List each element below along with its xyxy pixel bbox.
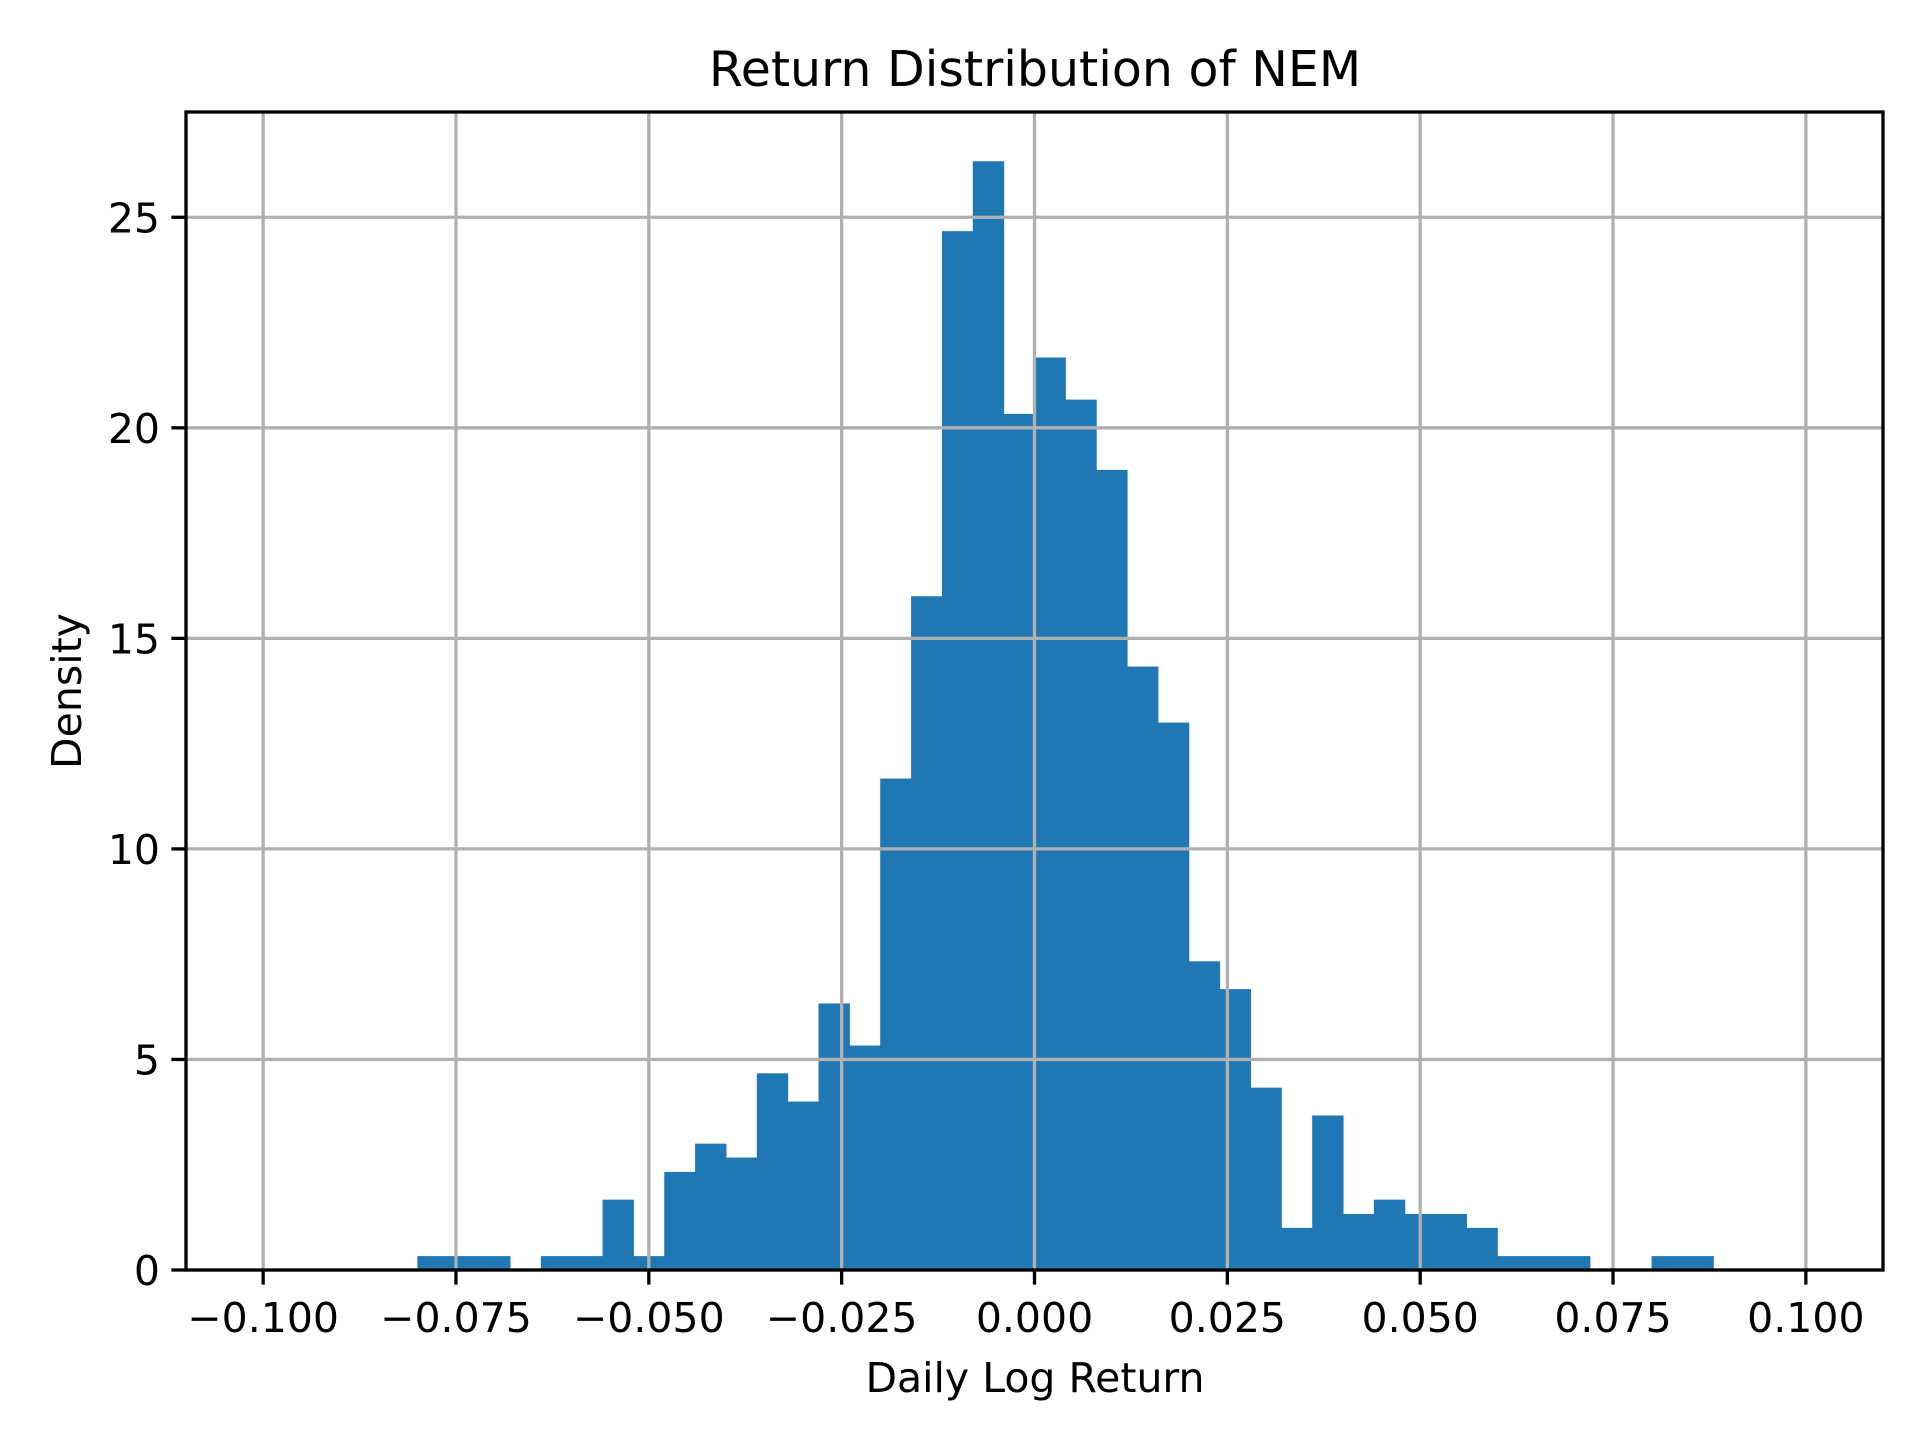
histogram-bar (695, 1143, 727, 1270)
histogram-bar (571, 1256, 604, 1270)
x-tick-label: 0.025 (1169, 1294, 1286, 1342)
y-tick-label: 25 (108, 194, 160, 242)
x-axis-label: Daily Log Return (865, 1354, 1204, 1402)
histogram-bar (417, 1256, 449, 1270)
histogram-bar (725, 1157, 758, 1270)
y-tick-label: 5 (134, 1036, 160, 1084)
bars (417, 161, 1714, 1271)
histogram-bar (1528, 1256, 1560, 1270)
histogram-bar (1373, 1199, 1406, 1270)
x-tick-label: 0.100 (1747, 1294, 1864, 1342)
histogram-bar (1003, 413, 1035, 1270)
y-tick-label: 15 (108, 615, 160, 663)
x-axis-ticks: −0.100 −0.075 −0.050 −0.025 0.000 0.025 0.050 0… (187, 1270, 1865, 1342)
histogram-bar (818, 1003, 850, 1270)
histogram-bar (602, 1199, 634, 1270)
x-tick-label: −0.100 (187, 1294, 339, 1342)
histogram-bar (1559, 1256, 1591, 1270)
x-tick-label: 0.000 (976, 1294, 1093, 1342)
histogram-bar (1219, 989, 1251, 1270)
y-tick-label: 20 (108, 405, 160, 453)
histogram-bar (540, 1256, 573, 1270)
histogram-bar (911, 596, 943, 1270)
histogram-bar (849, 1045, 881, 1270)
x-tick-label: −0.075 (380, 1294, 532, 1342)
histogram-bar (1157, 722, 1190, 1270)
histogram-bar (1127, 666, 1159, 1270)
x-tick-label: 0.050 (1361, 1294, 1478, 1342)
x-tick-label: −0.050 (573, 1294, 725, 1342)
chart-title: Return Distribution of NEM (709, 41, 1361, 98)
histogram-bar (1682, 1256, 1714, 1270)
x-tick-label: −0.025 (766, 1294, 918, 1342)
histogram-bar (448, 1256, 480, 1270)
y-axis-label: Density (43, 613, 91, 769)
histogram-bar (1651, 1256, 1683, 1270)
histogram-bar (1466, 1227, 1498, 1270)
histogram-bar (880, 778, 912, 1270)
histogram-bar (1188, 961, 1221, 1270)
histogram-bar (1343, 1213, 1375, 1270)
y-tick-label: 0 (134, 1247, 160, 1295)
histogram-bar (756, 1073, 789, 1270)
histogram-bar (1281, 1227, 1313, 1270)
y-tick-label: 10 (108, 826, 160, 874)
histogram-bar (1312, 1115, 1344, 1270)
histogram-bar (1497, 1256, 1529, 1270)
histogram-bar (1096, 469, 1128, 1271)
histogram-bar (1065, 399, 1097, 1270)
histogram-bar (787, 1101, 820, 1270)
histogram-bar (1435, 1213, 1467, 1270)
histogram-bar (1034, 357, 1066, 1271)
y-axis-ticks: 0 5 10 15 20 25 (108, 194, 186, 1295)
histogram-bar (664, 1171, 696, 1270)
histogram-bar (941, 231, 974, 1271)
histogram-bar (972, 161, 1005, 1271)
histogram-bar (1250, 1087, 1282, 1270)
grid (186, 112, 1883, 1272)
x-tick-label: 0.075 (1554, 1294, 1671, 1342)
histogram-bar (479, 1256, 511, 1270)
